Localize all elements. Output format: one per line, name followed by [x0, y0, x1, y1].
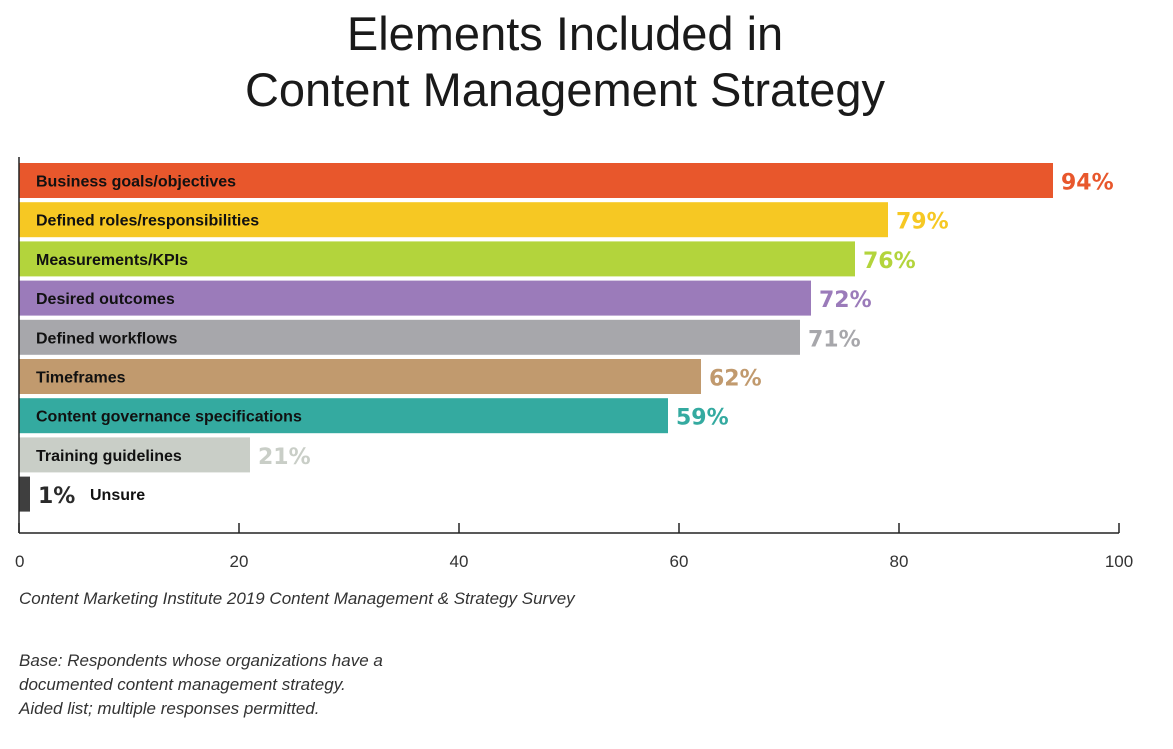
base-note-line-2: documented content management strategy.: [19, 675, 346, 694]
value-label-desired-outcomes: 72%: [819, 288, 872, 313]
chart-title: Elements Included in Content Management …: [0, 6, 1130, 118]
x-tick-label-0: 0: [15, 552, 24, 571]
chart-title-line-2: Content Management Strategy: [244, 63, 886, 116]
x-axis: 0 20 40 60 80 100: [15, 157, 1133, 571]
x-tick-label-40: 40: [450, 552, 469, 571]
x-tick-label-20: 20: [230, 552, 249, 571]
value-label-content-governance-specifications: 59%: [676, 406, 729, 431]
value-label-measurements-kpis: 76%: [863, 249, 916, 274]
bar-measurements-kpis: [19, 241, 855, 277]
bar-label-measurements-kpis: Measurements/KPIs: [36, 252, 188, 269]
bar-label-desired-outcomes: Desired outcomes: [36, 291, 175, 308]
bar-training-guidelines: [19, 437, 250, 473]
source-note: Content Marketing Institute 2019 Content…: [19, 589, 575, 608]
value-label-unsure: 1%: [38, 484, 75, 509]
bar-timeframes: [19, 359, 701, 394]
value-label-defined-workflows: 71%: [808, 327, 861, 352]
bar-content-governance-specifications: [19, 398, 668, 434]
value-label-training-guidelines: 21%: [258, 445, 311, 470]
bars-layer: 94% Business goals/objectives 79% Defined r…: [19, 163, 1114, 512]
bar-label-unsure: Unsure: [90, 487, 145, 504]
value-label-timeframes: 62%: [709, 367, 762, 392]
bar-defined-roles-responsibilities: [19, 202, 888, 238]
x-tick-label-80: 80: [890, 552, 909, 571]
bar-label-timeframes: Timeframes: [36, 370, 126, 387]
chart-title-line-1: Elements Included in: [346, 7, 784, 60]
base-note-line-3: Aided list; multiple responses permitted…: [19, 699, 320, 718]
bar-desired-outcomes: [19, 280, 811, 316]
bar-label-defined-workflows: Defined workflows: [36, 330, 177, 347]
base-note-line-1: Base: Respondents whose organizations ha…: [19, 651, 383, 670]
value-label-defined-roles-responsibilities: 79%: [896, 210, 949, 235]
bar-label-content-governance-specifications: Content governance specifications: [36, 409, 302, 426]
value-label-business-goals-objectives: 94%: [1061, 171, 1114, 196]
bar-label-defined-roles-responsibilities: Defined roles/responsibilities: [36, 213, 259, 230]
bar-label-training-guidelines: Training guidelines: [36, 448, 182, 465]
x-tick-label-100: 100: [1105, 552, 1133, 571]
x-tick-label-60: 60: [670, 552, 689, 571]
bar-label-business-goals-objectives: Business goals/objectives: [36, 174, 236, 191]
bar-defined-workflows: [19, 319, 800, 355]
base-note: Base: Respondents whose organizations ha…: [19, 649, 383, 721]
bar-business-goals-objectives: [19, 163, 1053, 198]
bar-chart: 94% Business goals/objectives 79% Defined r…: [15, 157, 1133, 571]
bar-unsure: [19, 476, 30, 512]
